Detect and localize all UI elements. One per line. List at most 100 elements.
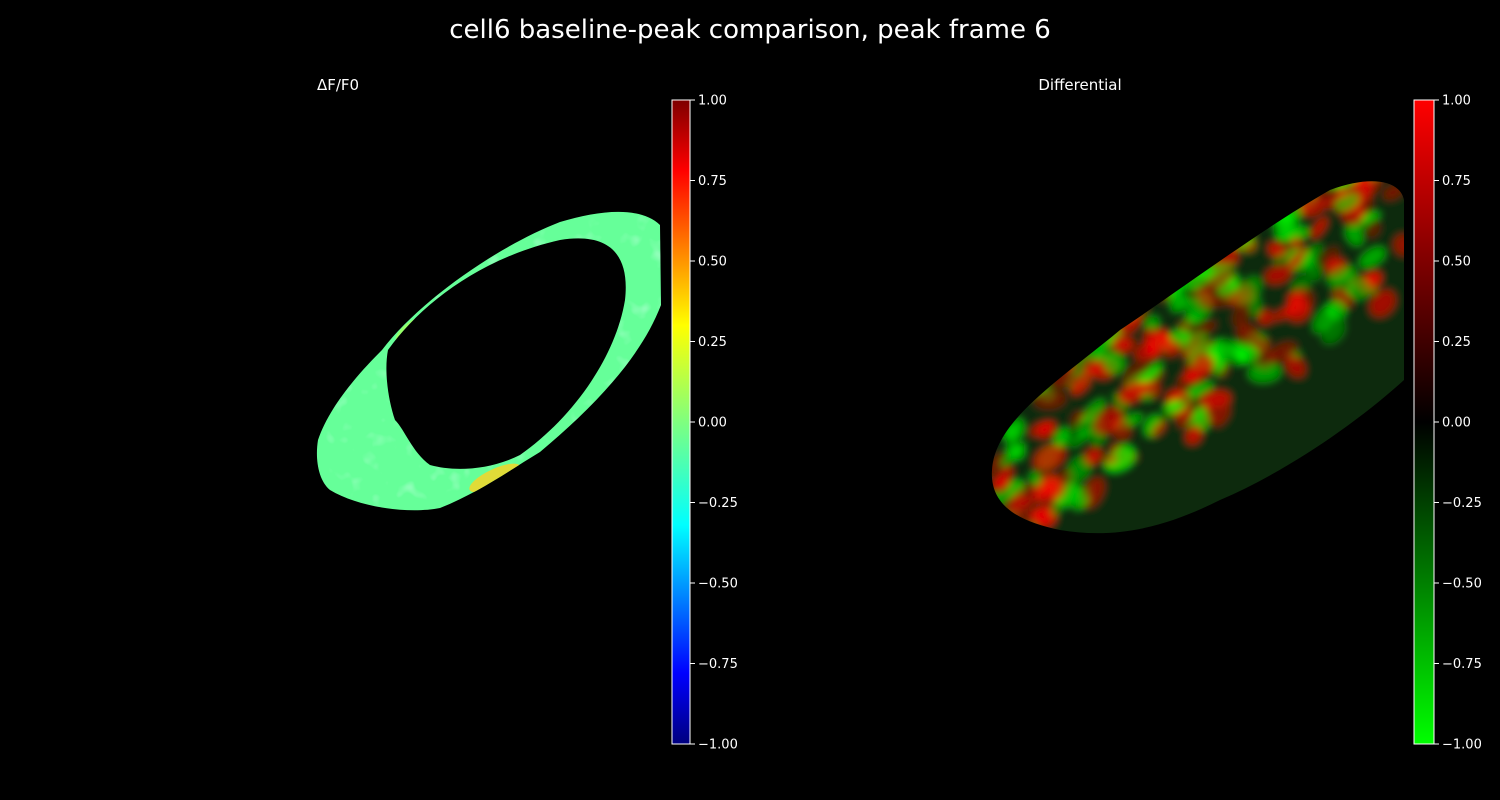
diff-colorbar-ticks: 1.00 0.75 0.50 0.25 0.00 −0.25 −0.50 −0.75 −1.00 [1434,94,1482,753]
diff-negative-blob [1144,316,1160,331]
diff-positive-blob [1032,485,1051,503]
diff-colorbar-tick-label: 0.00 [1442,416,1471,431]
diff-positive-blob [1393,234,1404,256]
diff-positive-blob [1183,252,1205,269]
diff-colorbar-tick-label: 0.75 [1442,174,1471,189]
diff-positive-blob [1193,349,1214,373]
diff-colorbar-gradient [1413,99,1435,745]
diff-positive-blob [1146,329,1169,357]
diff-positive-blob [1290,237,1303,249]
diff-negative-blob [1273,214,1299,241]
diff-positive-blob [1371,140,1390,160]
diff-negative-blob [1053,427,1071,449]
diff-positive-blob [991,453,1003,478]
diff-positive-blob [1223,231,1240,248]
dff-colorbar-tick-label: −0.75 [698,657,738,672]
diff-positive-blob [1085,325,1112,339]
diff-positive-blob [1010,381,1027,396]
diff-positive-blob [1254,349,1274,369]
diff-negative-blob [1169,293,1191,311]
diff-negative-blob [1305,260,1322,281]
diff-positive-blob [1213,405,1230,427]
dff-colorbar-tick-label: 0.00 [698,416,727,431]
diff-positive-blob [1118,381,1148,404]
diff-negative-blob [1238,346,1259,364]
dff-colorbar-tick-label: −0.25 [698,496,738,511]
diff-positive-blob [1367,222,1381,238]
dff-colorbar-tick-label: 0.25 [698,335,727,350]
diff-negative-blob [1029,471,1039,483]
diff-positive-blob [1176,373,1202,388]
diff-negative-blob [1273,244,1300,265]
diff-positive-blob [1033,389,1066,409]
diff-positive-blob [1311,217,1328,239]
diff-negative-blob [1056,333,1077,350]
diff-positive-blob [1285,355,1306,377]
diff-positive-blob [1369,290,1396,317]
diff-heatmap [991,125,1404,555]
diff-positive-blob [1108,338,1137,352]
dff-colorbar-tick-label: 1.00 [698,94,727,109]
diff-colorbar-tick-label: −0.25 [1442,496,1482,511]
diff-positive-blob [1288,288,1314,313]
diff-positive-blob [1083,359,1099,377]
diff-positive-blob [1144,380,1161,397]
diff-negative-blob [1359,247,1386,268]
diff-positive-blob [1252,338,1271,352]
diff-panel-title: Differential [1038,76,1121,94]
diff-negative-blob [1180,331,1209,354]
diff-positive-blob [1367,125,1398,156]
dff-colorbar: 1.00 0.75 0.50 0.25 0.00 −0.25 −0.50 −0.75 −1.00 [671,94,738,753]
dff-colorbar-tick-label: 0.75 [698,174,727,189]
diff-positive-blob [1151,421,1166,436]
diff-positive-blob [1185,426,1202,445]
diff-negative-blob [1300,244,1323,264]
figure-title: cell6 baseline-peak comparison, peak fra… [449,15,1051,45]
dff-panel-title: ΔF/F0 [317,76,359,94]
diff-negative-blob [1074,495,1090,510]
diff-panel: Differential 1.00 0.75 0.50 0.25 0.00 −0.25 −0… [991,76,1482,753]
diff-positive-blob [1122,360,1149,389]
diff-positive-blob [1198,289,1214,310]
diff-negative-blob [1007,382,1027,403]
diff-negative-blob [1179,258,1195,279]
diff-positive-blob [993,524,1010,534]
diff-positive-blob [1008,389,1021,403]
diff-positive-blob [1269,342,1297,362]
diff-negative-blob [1234,276,1262,305]
diff-negative-blob [1161,404,1176,420]
diff-negative-blob [1182,312,1202,326]
diff-negative-blob [1248,362,1281,383]
diff-positive-blob [1258,310,1273,325]
diff-negative-blob [1000,442,1026,467]
diff-positive-blob [1029,506,1057,527]
diff-negative-blob [1271,196,1295,207]
dff-colorbar-tick-label: 0.50 [698,255,727,270]
diff-positive-blob [1271,305,1298,321]
diff-colorbar-tick-label: 1.00 [1442,94,1471,109]
diff-negative-blob [1044,331,1060,351]
diff-positive-blob [1033,444,1065,471]
diff-positive-blob [1361,181,1382,196]
diff-negative-blob [1345,143,1361,156]
dff-colorbar-tick-label: −0.50 [698,577,738,592]
diff-positive-blob [1321,247,1339,267]
diff-negative-blob [1114,444,1135,466]
dff-colorbar-tick-label: −1.00 [698,738,738,753]
dff-heatmap [316,211,661,511]
diff-positive-blob [1114,311,1136,322]
dff-panel: ΔF/F0 1.00 0.75 0.50 0.25 0.00 −0.25 −0.50 −0.7… [316,76,738,753]
diff-positive-blob [1378,157,1404,181]
diff-positive-blob [1084,447,1101,465]
diff-positive-blob [1265,265,1291,284]
dff-colorbar-ticks: 1.00 0.75 0.50 0.25 0.00 −0.25 −0.50 −0.75 −1.00 [690,94,738,753]
diff-positive-blob [1050,468,1072,498]
diff-positive-blob [1206,269,1234,291]
diff-negative-blob [1135,365,1161,385]
diff-positive-blob [1209,291,1242,307]
diff-negative-blob [1327,181,1346,183]
diff-colorbar-tick-label: −0.75 [1442,657,1482,672]
diff-positive-blob [1003,532,1023,555]
diff-positive-blob [1222,214,1245,243]
